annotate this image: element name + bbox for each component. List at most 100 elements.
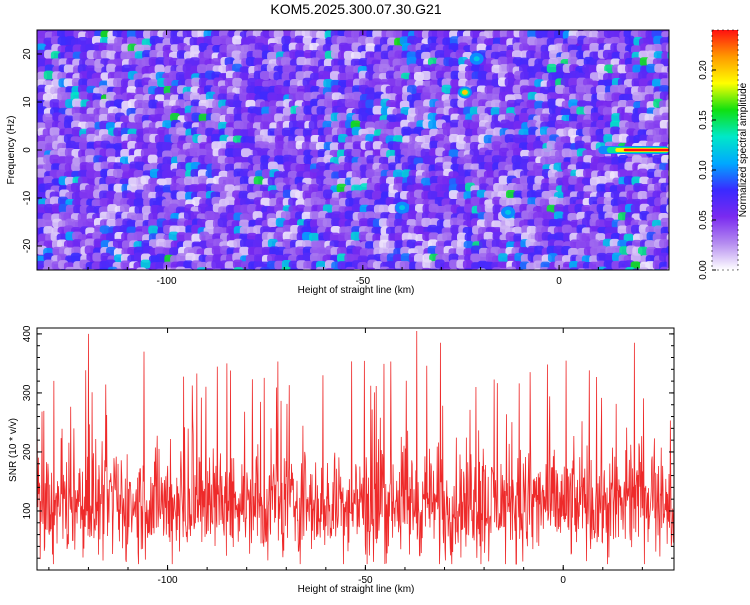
heatmap-cell xyxy=(126,36,137,46)
heatmap-cell xyxy=(378,156,389,166)
heatmap-cell xyxy=(288,85,299,95)
heatmap-cell xyxy=(344,210,355,220)
heatmap-cell xyxy=(406,56,417,66)
heatmap-cell xyxy=(260,121,271,131)
heatmap-cell xyxy=(85,218,96,228)
heatmap-cell xyxy=(533,148,544,158)
heatmap-cell xyxy=(470,196,481,206)
heatmap-cell xyxy=(421,177,432,187)
heatmap-cell xyxy=(322,218,333,228)
heatmap-cell xyxy=(231,50,242,60)
heatmap-cell xyxy=(267,218,278,228)
heatmap-cell xyxy=(386,218,397,228)
heatmap-cell xyxy=(86,169,97,179)
heatmap-cell xyxy=(331,217,342,227)
heatmap-cell xyxy=(225,113,236,123)
heatmap-cell xyxy=(637,191,648,201)
heatmap-cell xyxy=(420,70,431,80)
heatmap-cell xyxy=(653,269,662,270)
heatmap-cell xyxy=(126,50,137,60)
heatmap-cell xyxy=(484,203,495,213)
heatmap-cell xyxy=(42,93,53,103)
heatmap-cell xyxy=(323,189,334,199)
heatmap-cell xyxy=(575,84,586,94)
snr-x-label: Height of straight line (km) xyxy=(298,584,415,595)
heatmap-cell xyxy=(399,260,410,270)
y-tick-label: 20 xyxy=(22,48,33,60)
heatmap-cell xyxy=(449,36,460,46)
heatmap-cell xyxy=(91,262,102,270)
heatmap-cell xyxy=(351,30,362,39)
heatmap-cell xyxy=(666,113,669,123)
heatmap-cell xyxy=(386,240,397,250)
heatmap-cell xyxy=(345,197,356,207)
spectral-hotspot xyxy=(399,205,406,211)
heatmap-cell xyxy=(273,71,284,81)
heatmap-cell xyxy=(371,175,382,185)
heatmap-cell xyxy=(107,113,118,123)
heatmap-cell xyxy=(274,113,285,123)
heatmap-cell xyxy=(308,184,319,194)
heatmap-cell xyxy=(323,127,334,137)
heatmap-cell xyxy=(668,57,669,66)
heatmap-cell xyxy=(147,154,158,164)
heatmap-cell xyxy=(604,64,615,74)
heatmap-cell xyxy=(407,269,416,270)
heatmap-cell xyxy=(365,43,376,53)
snr-panel: -100 -50 0 100 200 300 400 Height of straight… xyxy=(8,325,675,595)
heatmap-cell xyxy=(295,91,306,101)
heatmap-cell xyxy=(238,190,249,200)
heatmap-cell xyxy=(365,169,376,179)
heatmap-cell xyxy=(351,148,362,158)
heatmap-cell xyxy=(637,30,648,38)
heatmap-cell xyxy=(491,99,502,109)
heatmap-cell xyxy=(211,259,222,269)
heatmap-cell xyxy=(49,99,60,109)
heatmap-cell xyxy=(211,133,222,143)
heatmap-cell xyxy=(610,190,621,200)
heatmap-cell xyxy=(232,63,243,73)
heatmap-cell xyxy=(603,156,614,166)
heatmap-cell xyxy=(546,267,557,270)
heatmap-cell xyxy=(666,120,669,130)
heatmap-cell xyxy=(345,266,356,270)
heatmap-cell xyxy=(569,113,580,123)
colorbar: 0.00 0.05 0.10 0.15 0.20 Normalized spectral… xyxy=(698,29,749,280)
heatmap-cell xyxy=(639,78,650,88)
heatmap-cell xyxy=(434,50,445,60)
heatmap-cell xyxy=(638,246,649,256)
heatmap-cell xyxy=(505,121,516,131)
heatmap-cell xyxy=(65,266,76,270)
heatmap-cell xyxy=(267,92,278,102)
heatmap-cell xyxy=(393,30,404,39)
heatmap-cell xyxy=(113,136,124,146)
heatmap-cell xyxy=(617,169,628,179)
heatmap-cell xyxy=(147,147,158,157)
heatmap-cell xyxy=(274,155,285,165)
heatmap-cell xyxy=(668,136,669,145)
heatmap-cell xyxy=(259,91,270,101)
heatmap-cell xyxy=(616,42,627,52)
heatmap-cell xyxy=(581,177,592,187)
heatmap-cell xyxy=(175,169,186,179)
heatmap-cell xyxy=(295,106,306,116)
heatmap-cell xyxy=(64,30,75,38)
heatmap-cell xyxy=(232,135,243,145)
heatmap-cell xyxy=(372,105,383,115)
heatmap-cell xyxy=(484,30,495,39)
heatmap-cell xyxy=(413,225,424,235)
heatmap-cell xyxy=(176,162,187,172)
heatmap-cell xyxy=(646,63,657,73)
heatmap-cell xyxy=(120,163,131,173)
heatmap-cell xyxy=(43,259,54,269)
heatmap-cell xyxy=(463,99,474,109)
heatmap-cell xyxy=(351,162,362,172)
heatmap-cell xyxy=(589,239,600,249)
heatmap-cell xyxy=(323,98,334,108)
heatmap-cell xyxy=(596,92,607,102)
heatmap-cell xyxy=(385,70,396,80)
heatmap-cell xyxy=(77,219,88,229)
heatmap-cell xyxy=(176,154,187,164)
heatmap-cell xyxy=(554,204,565,214)
heatmap-cell xyxy=(78,91,89,101)
